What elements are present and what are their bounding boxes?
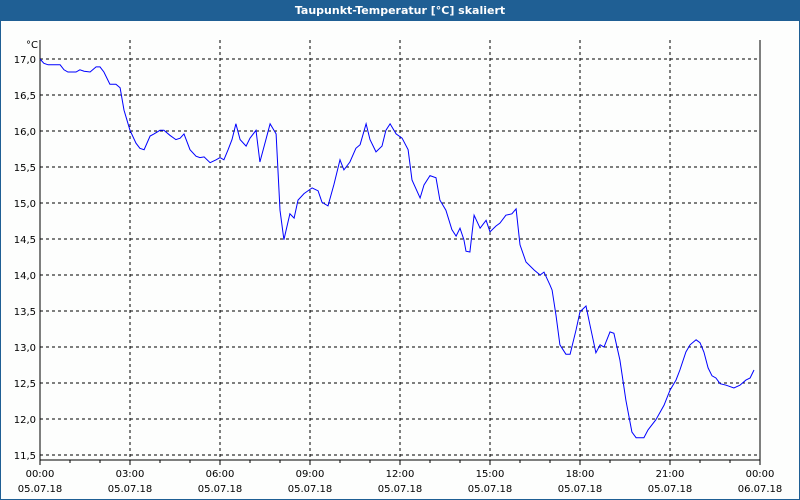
x-tick-time: 00:00 — [26, 469, 55, 480]
x-tick-time: 12:00 — [386, 469, 415, 480]
x-tick-date: 05.07.18 — [468, 484, 513, 495]
x-tick-time: 18:00 — [566, 469, 595, 480]
x-tick-time: 09:00 — [296, 469, 325, 480]
y-axis-unit: °C — [26, 40, 38, 51]
x-tick-date: 05.07.18 — [198, 484, 243, 495]
x-tick-date: 05.07.18 — [288, 484, 333, 495]
y-tick-label: 15,5 — [14, 163, 36, 174]
y-tick-label: 14,0 — [14, 271, 36, 282]
x-tick-date: 05.07.18 — [108, 484, 153, 495]
y-tick-label: 12,5 — [14, 379, 36, 390]
x-tick-date: 05.07.18 — [18, 484, 63, 495]
y-tick-label: 15,0 — [14, 199, 36, 210]
x-tick-time: 06:00 — [206, 469, 235, 480]
x-tick-date: 05.07.18 — [648, 484, 693, 495]
x-tick-date: 05.07.18 — [378, 484, 423, 495]
y-tick-label: 17,0 — [14, 55, 36, 66]
x-tick-time: 03:00 — [116, 469, 145, 480]
y-tick-label: 14,5 — [14, 235, 36, 246]
chart-title: Taupunkt-Temperatur [°C] skaliert — [1, 1, 799, 21]
y-tick-label: 16,0 — [14, 127, 36, 138]
y-tick-label: 13,5 — [14, 307, 36, 318]
y-tick-label: 12,0 — [14, 415, 36, 426]
y-tick-label: 13,0 — [14, 343, 36, 354]
x-tick-time: 00:00 — [746, 469, 775, 480]
x-tick-time: 15:00 — [476, 469, 505, 480]
y-tick-label: 11,5 — [14, 451, 36, 462]
y-tick-label: 16,5 — [14, 91, 36, 102]
x-tick-date: 05.07.18 — [558, 484, 603, 495]
x-tick-time: 21:00 — [656, 469, 685, 480]
series-line-taupunkt — [39, 58, 755, 439]
x-tick-date: 06.07.18 — [738, 484, 783, 495]
